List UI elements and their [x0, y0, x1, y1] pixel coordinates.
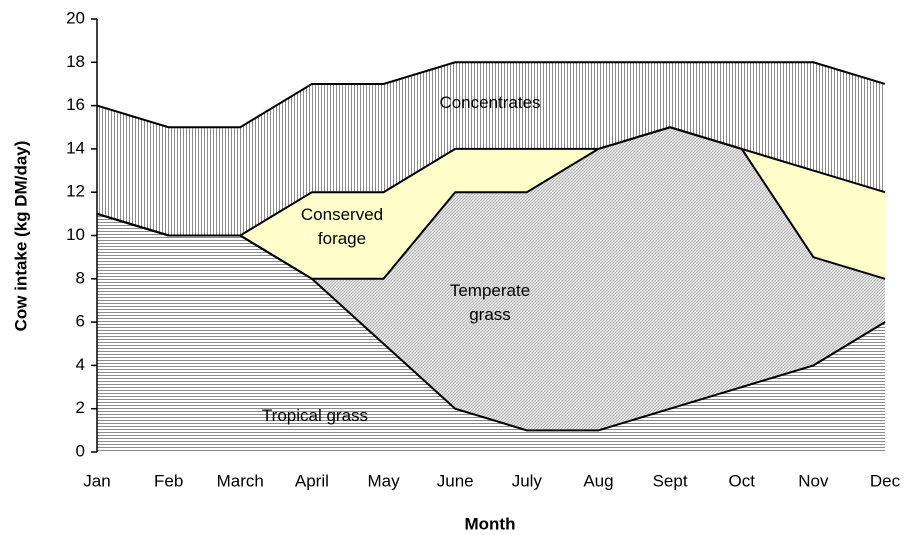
series-label: Conserved forage: [300, 205, 384, 248]
series-label: Tropical grass: [261, 406, 369, 425]
area: [97, 127, 885, 431]
area-boundary: [96, 61, 886, 129]
y-tick-label: 12: [66, 182, 85, 201]
y-tick-label: 6: [76, 312, 85, 331]
y-tick-label: 2: [76, 398, 85, 417]
x-tick-label: Oct: [729, 471, 756, 490]
x-tick-label: July: [512, 471, 543, 490]
series-label: Temperate grass: [449, 281, 531, 324]
y-axis-title: Cow intake (kg DM/day): [11, 141, 30, 332]
x-tick-label: April: [295, 471, 329, 490]
x-tick-label: Aug: [583, 471, 613, 490]
x-tick-label: March: [217, 471, 264, 490]
x-axis-title: Month: [465, 514, 516, 533]
x-tick-label: Sept: [653, 471, 688, 490]
y-tick-label: 10: [66, 225, 85, 244]
area: [97, 127, 885, 279]
y-tick-label: 20: [66, 8, 85, 27]
x-tick-label: May: [367, 471, 400, 490]
y-tick-label: 0: [76, 441, 85, 460]
y-tick-label: 18: [66, 52, 85, 71]
y-tick-label: 8: [76, 268, 85, 287]
series-label: Concentrates: [439, 93, 541, 112]
x-tick-label: Feb: [154, 471, 183, 490]
x-tick-label: Jan: [83, 471, 110, 490]
area-boundary: [96, 126, 886, 237]
x-tick-label: Nov: [798, 471, 829, 490]
x-tick-label: June: [437, 471, 474, 490]
y-tick-label: 14: [66, 138, 85, 157]
y-tick-label: 16: [66, 95, 85, 114]
y-tick-label: 4: [76, 355, 85, 374]
x-tick-label: Dec: [870, 471, 901, 490]
area: [97, 213, 885, 452]
